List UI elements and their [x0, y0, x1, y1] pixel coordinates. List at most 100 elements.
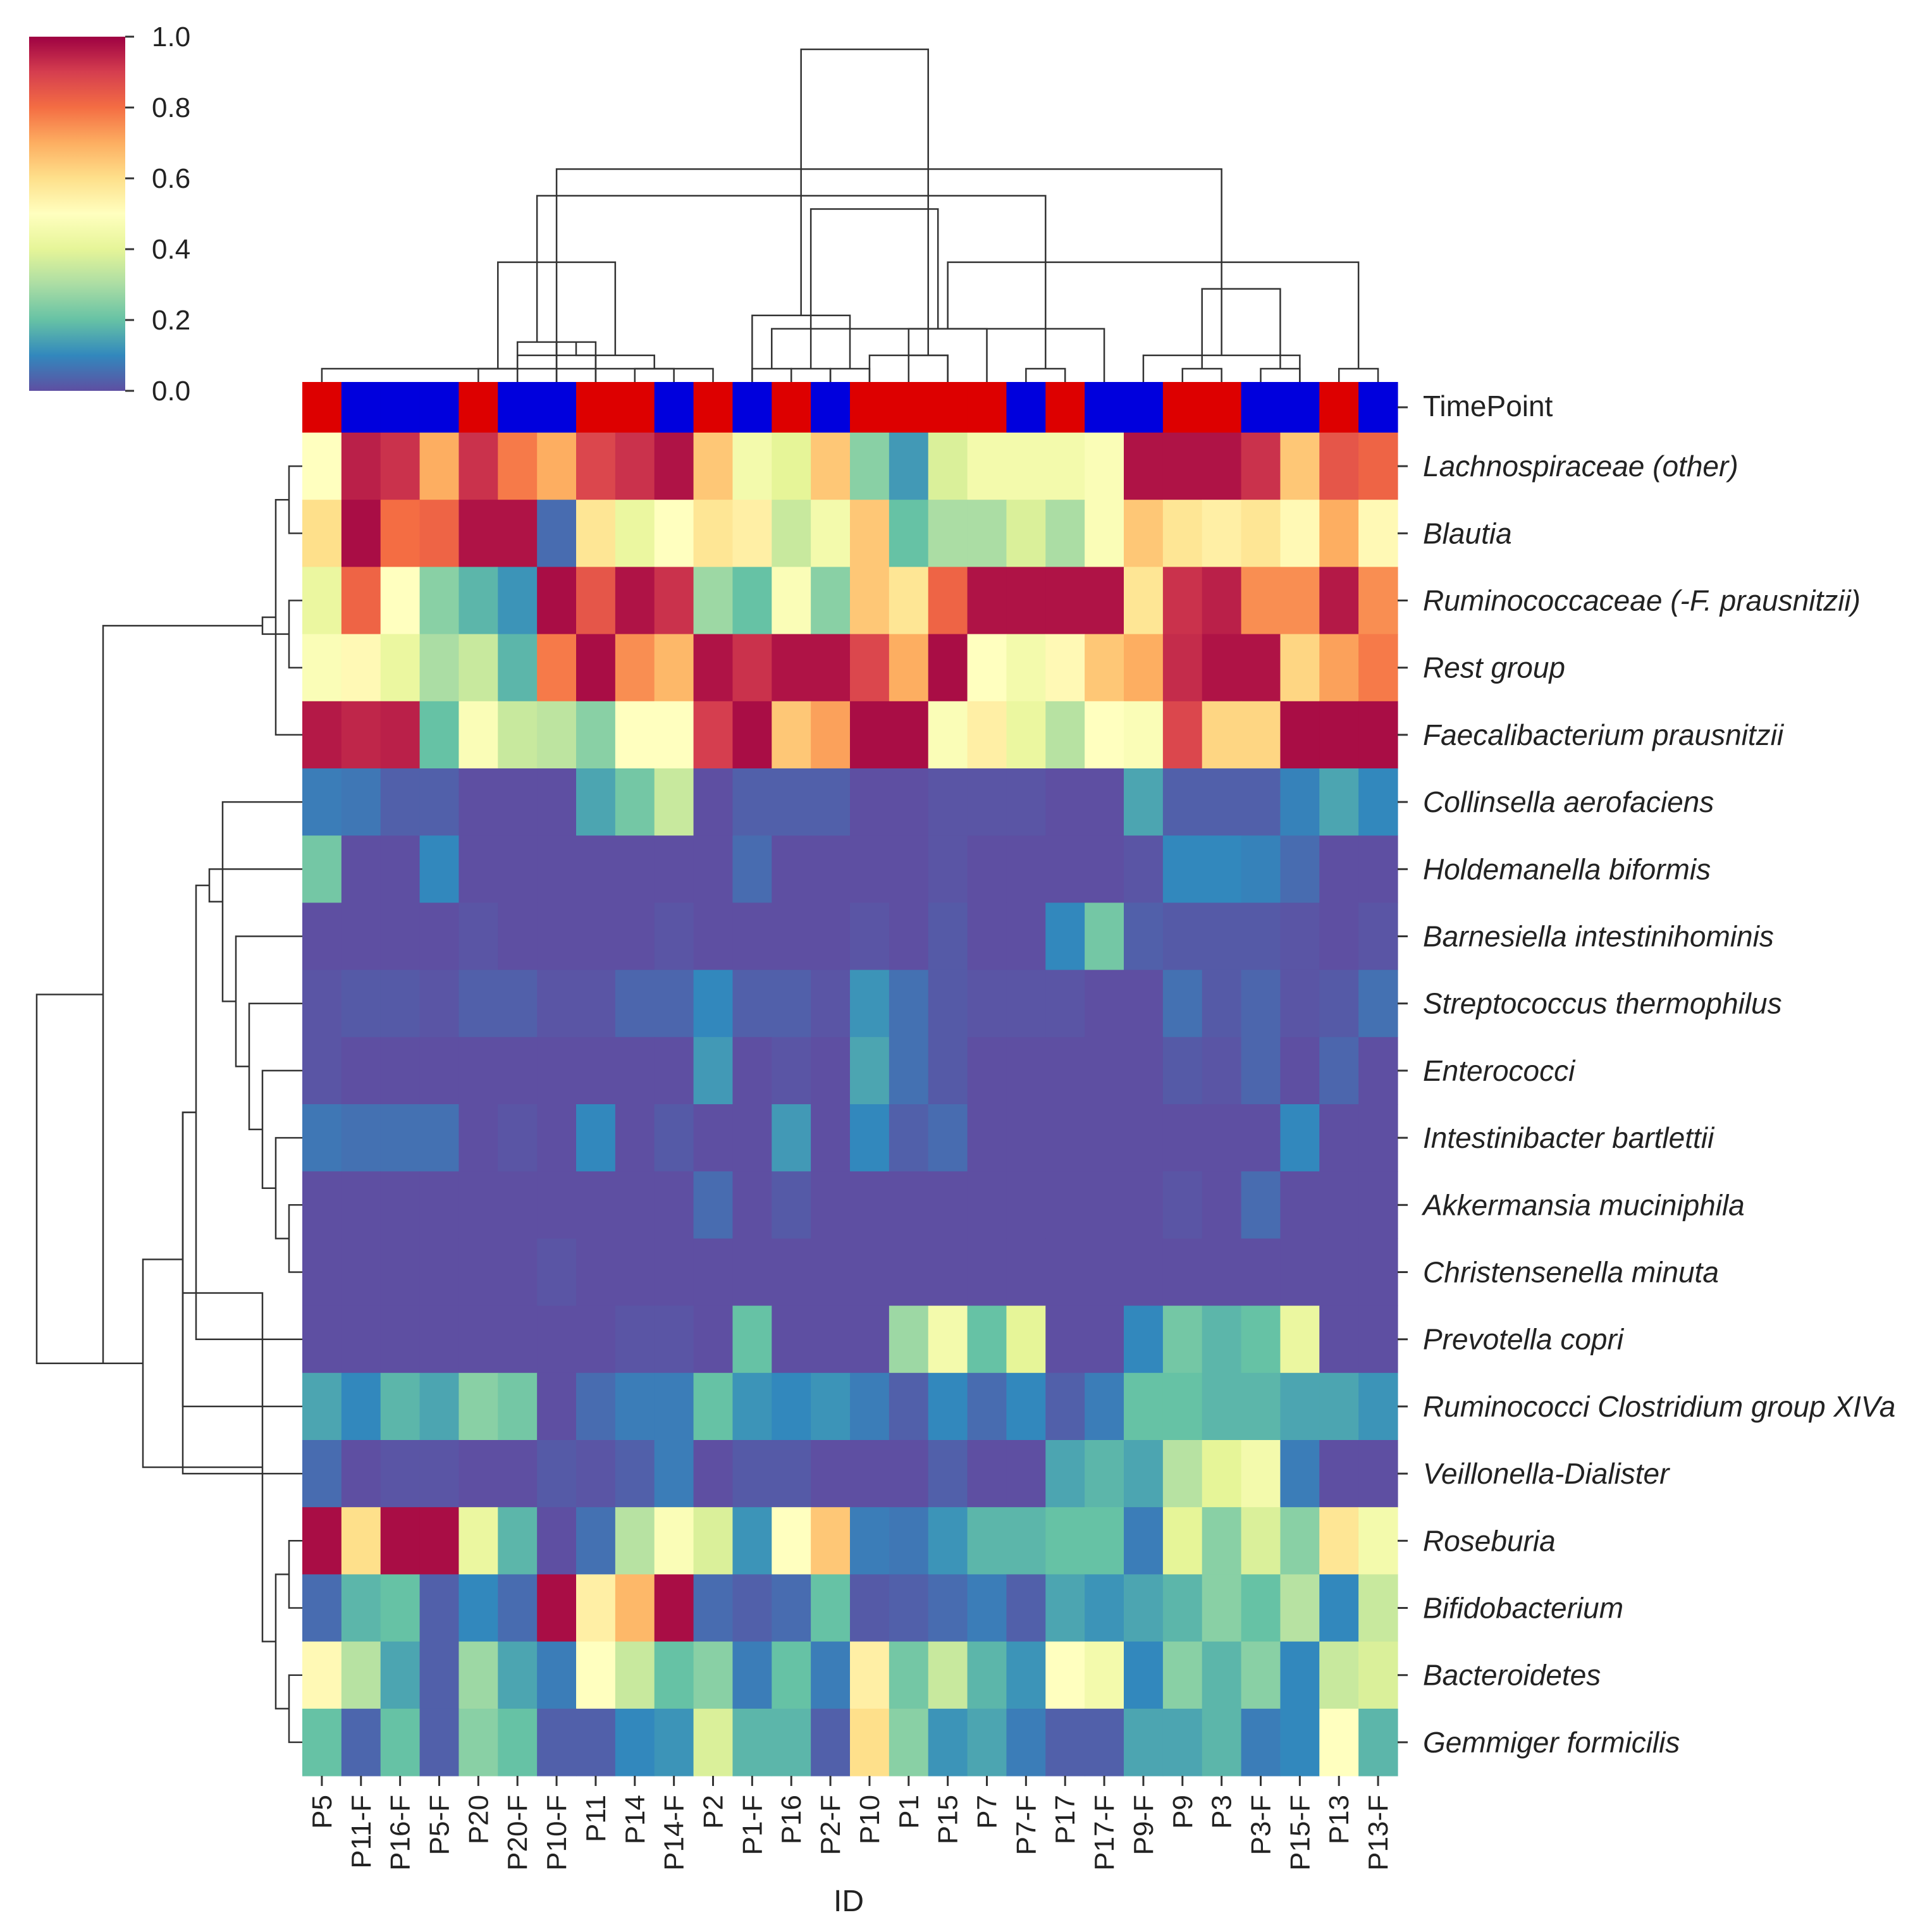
- heatmap-cell: [419, 500, 460, 567]
- heatmap-cell: [458, 433, 498, 500]
- timepoint-annotation-row: [302, 382, 1408, 433]
- heatmap-cell: [967, 1238, 1007, 1307]
- heatmap-cell: [1045, 1238, 1085, 1307]
- dendrogram-link: [477, 367, 519, 382]
- heatmap-cell: [615, 701, 655, 769]
- heatmap-cell: [615, 970, 655, 1038]
- heatmap-cell: [1241, 701, 1281, 769]
- heatmap-cell: [1358, 835, 1398, 903]
- heatmap-cell: [1085, 1037, 1124, 1105]
- heatmap-cell: [1280, 701, 1320, 769]
- heatmap-cell: [811, 1238, 851, 1307]
- timepoint-cell: [1202, 382, 1242, 433]
- heatmap-cell: [967, 1708, 1007, 1776]
- heatmap-cell: [1162, 433, 1203, 500]
- heatmap-cell: [419, 1507, 460, 1575]
- heatmap-cell: [1319, 1305, 1359, 1374]
- colorbar-tick-label: 1.0: [152, 22, 190, 52]
- heatmap-cell: [928, 1708, 968, 1776]
- heatmap-cell: [928, 1305, 968, 1374]
- heatmap-cell: [537, 1171, 577, 1239]
- heatmap-cell: [772, 433, 811, 500]
- heatmap-cell: [1124, 1104, 1164, 1172]
- row-label: Bifidobacterium: [1423, 1592, 1623, 1625]
- heatmap-cell: [732, 567, 772, 635]
- heatmap-cell: [458, 1641, 498, 1709]
- heatmap-cell: [576, 634, 616, 702]
- dendrogram-link: [947, 261, 1360, 369]
- heatmap-cell: [380, 1037, 421, 1105]
- timepoint-cell: [967, 382, 1007, 433]
- heatmap-cell: [576, 970, 616, 1038]
- heatmap-cell: [458, 500, 498, 567]
- heatmap-cell: [380, 1171, 421, 1239]
- heatmap-cell: [654, 902, 694, 971]
- heatmap-cell: [772, 1507, 811, 1575]
- heatmap-cell: [576, 500, 616, 567]
- heatmap-cell: [1358, 500, 1398, 567]
- heatmap-cell: [1202, 902, 1242, 971]
- heatmap-cell: [1241, 1238, 1281, 1307]
- heatmap-cell: [1045, 1104, 1085, 1172]
- heatmap-cell: [850, 902, 890, 971]
- heatmap-cell: [302, 1171, 342, 1239]
- timepoint-cell: [732, 382, 772, 433]
- heatmap-cell: [1162, 1708, 1203, 1776]
- heatmap-cell: [1124, 634, 1164, 702]
- heatmap-cell: [928, 835, 968, 903]
- heatmap-cell: [693, 768, 734, 836]
- heatmap-cell: [928, 634, 968, 702]
- heatmap-cell: [811, 1104, 851, 1172]
- heatmap-cell: [1319, 1440, 1359, 1508]
- heatmap-cell: [1124, 500, 1164, 567]
- heatmap-cell: [889, 835, 929, 903]
- heatmap-cell: [537, 433, 577, 500]
- heatmap-cell: [1045, 1440, 1085, 1508]
- heatmap-cell: [1280, 1037, 1320, 1105]
- heatmap-cell: [1085, 835, 1124, 903]
- heatmap-cell: [1319, 768, 1359, 836]
- heatmap-cell: [811, 835, 851, 903]
- dendrogram-link: [221, 801, 302, 1002]
- heatmap-cell: [1280, 1440, 1320, 1508]
- heatmap-cell: [889, 970, 929, 1038]
- heatmap-cell: [498, 1037, 538, 1105]
- heatmap-cell: [1358, 701, 1398, 769]
- heatmap-cell: [380, 701, 421, 769]
- heatmap-cell: [341, 500, 381, 567]
- heatmap-cell: [419, 1440, 460, 1508]
- heatmap-cell: [811, 634, 851, 702]
- heatmap-cell: [419, 567, 460, 635]
- row-label: Christensenella minuta: [1423, 1256, 1719, 1289]
- heatmap-cell: [1162, 500, 1203, 567]
- heatmap-cell: [1280, 1104, 1320, 1172]
- heatmap-cell: [967, 1574, 1007, 1642]
- heatmap-cell: [576, 433, 616, 500]
- timepoint-cell: [693, 382, 734, 433]
- heatmap-cell: [1319, 567, 1359, 635]
- heatmap-cell: [850, 433, 890, 500]
- heatmap-cell: [1085, 970, 1124, 1038]
- heatmap-cell: [889, 1641, 929, 1709]
- heatmap-cell: [928, 1037, 968, 1105]
- heatmap-cell: [1241, 1708, 1281, 1776]
- colorbar-tick-label: 0.4: [152, 234, 190, 265]
- heatmap-cell: [654, 1440, 694, 1508]
- heatmap-cell: [967, 1641, 1007, 1709]
- heatmap-cell: [772, 1574, 811, 1642]
- heatmap-cell: [419, 1305, 460, 1374]
- heatmap-cell: [967, 500, 1007, 567]
- column-label: P13: [1324, 1795, 1355, 1844]
- timepoint-cell: [498, 382, 538, 433]
- heatmap-cell: [1124, 1171, 1164, 1239]
- heatmap-cell: [850, 1440, 890, 1508]
- heatmap-cell: [732, 634, 772, 702]
- heatmap-cell: [1280, 1574, 1320, 1642]
- heatmap-cell: [380, 902, 421, 971]
- heatmap-cell: [732, 1641, 772, 1709]
- timepoint-cell: [302, 382, 342, 433]
- heatmap-cell: [967, 1104, 1007, 1172]
- column-label: P7: [972, 1795, 1003, 1829]
- heatmap-cell: [772, 1037, 811, 1105]
- heatmap-cell: [1085, 1440, 1124, 1508]
